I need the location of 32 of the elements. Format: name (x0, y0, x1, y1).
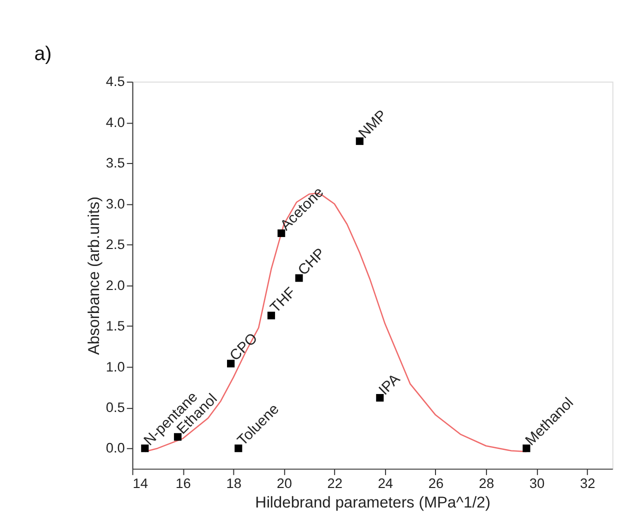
x-tick-label: 14 (132, 476, 148, 491)
x-tick-label: 26 (428, 476, 444, 491)
annotation: IPA (376, 371, 404, 399)
y-tick-label: 4.0 (106, 114, 126, 130)
x-tick-label: 18 (226, 476, 242, 491)
annotation: THF (268, 284, 300, 316)
text: a) (34, 43, 52, 66)
point (227, 360, 235, 368)
x-tick-label: 24 (378, 476, 394, 491)
y-tick-label: 4.5 (106, 74, 126, 90)
x-tick-label: 30 (529, 476, 546, 491)
y-tick-label: 2.0 (106, 278, 126, 293)
y-tick-label: 1.5 (106, 318, 126, 334)
point (234, 444, 242, 452)
point (522, 444, 530, 452)
x-tick-label: 16 (176, 476, 192, 491)
x-axis-title: Hildebrand parameters (MPa^1/2) (255, 494, 490, 512)
y-tick-label: 3.5 (106, 156, 126, 171)
point (295, 274, 303, 282)
point (267, 312, 276, 320)
y-tick-label: 3.0 (106, 196, 126, 212)
x-tick-label: 28 (478, 476, 495, 491)
x-tick-label: 22 (327, 476, 343, 491)
point (141, 444, 149, 452)
y-tick-label: 1.0 (106, 359, 126, 374)
x-tick-label: 32 (580, 476, 596, 491)
y-tick-label: 0.0 (106, 440, 126, 456)
point (376, 394, 384, 402)
y-tick-label: 0.5 (106, 400, 126, 415)
y-tick-label: 2.5 (106, 237, 126, 252)
x-tick-label: 20 (276, 476, 292, 491)
y-axis-title: Absorbance (arb.units) (86, 196, 103, 355)
